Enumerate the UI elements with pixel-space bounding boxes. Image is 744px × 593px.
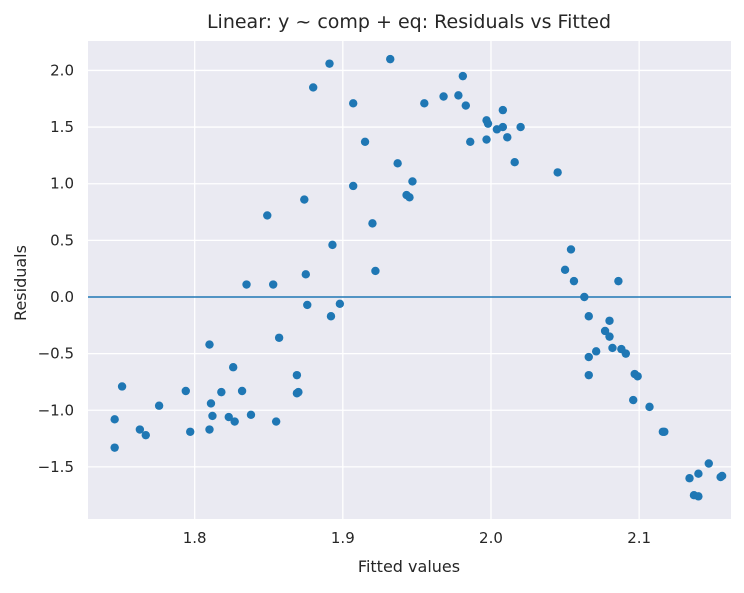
scatter-point	[660, 427, 669, 436]
scatter-point	[308, 83, 318, 92]
scatter-point	[591, 347, 601, 356]
scatter-point	[371, 266, 380, 276]
scatter-point	[386, 54, 395, 64]
scatter-point	[629, 395, 638, 405]
y-tick-label: 2.0	[50, 61, 74, 79]
scatter-point	[717, 471, 727, 481]
scatter-point	[294, 387, 303, 397]
scatter-point	[439, 92, 448, 101]
scatter-point	[117, 382, 127, 391]
chart-title: Linear: y ~ comp + eq: Residuals vs Fitt…	[207, 11, 611, 33]
scatter-point	[498, 105, 508, 115]
scatter-point	[560, 265, 570, 275]
scatter-point	[141, 430, 150, 440]
scatter-point	[110, 443, 119, 452]
scatter-point	[228, 363, 238, 372]
scatter-point	[405, 193, 414, 202]
scatter-point	[694, 492, 703, 501]
scatter-point	[208, 411, 217, 421]
scatter-point	[600, 326, 610, 336]
scatter-point	[237, 386, 247, 396]
y-tick-label: −0.5	[38, 345, 74, 363]
scatter-point	[224, 412, 233, 422]
scatter-point	[263, 211, 272, 220]
y-tick-label: −1.0	[38, 401, 74, 419]
scatter-point	[300, 195, 309, 204]
scatter-point	[335, 299, 345, 308]
scatter-point	[694, 469, 703, 478]
scatter-point	[246, 410, 256, 419]
scatter-point	[393, 159, 402, 168]
scatter-point	[420, 99, 429, 108]
x-tick-label: 1.8	[183, 529, 207, 547]
x-tick-label: 2.0	[479, 529, 503, 547]
scatter-point	[349, 99, 358, 108]
scatter-point	[301, 270, 310, 279]
scatter-point	[704, 459, 713, 468]
scatter-point	[186, 427, 195, 436]
scatter-point	[503, 133, 512, 142]
scatter-point	[498, 122, 508, 132]
scatter-point	[303, 300, 312, 310]
y-axis-title: Residuals	[11, 245, 30, 321]
scatter-point	[326, 312, 336, 321]
scatter-point	[605, 332, 614, 341]
scatter-point	[566, 245, 576, 254]
scatter-point	[584, 352, 593, 362]
scatter-point	[230, 417, 239, 426]
scatter-point	[368, 219, 377, 228]
scatter-point	[645, 402, 654, 412]
scatter-point	[154, 401, 164, 410]
y-tick-label: 0.0	[50, 288, 74, 306]
scatter-point	[516, 122, 525, 132]
scatter-point	[242, 280, 251, 289]
scatter-point	[292, 370, 302, 380]
scatter-point	[510, 157, 519, 167]
scatter-point	[621, 349, 631, 358]
scatter-point	[360, 137, 370, 147]
scatter-point	[110, 415, 119, 424]
scatter-point	[349, 181, 358, 191]
x-tick-label: 1.9	[331, 529, 355, 547]
scatter-point	[135, 425, 145, 434]
scatter-point	[466, 137, 475, 147]
scatter-point	[268, 280, 278, 289]
y-tick-label: 0.5	[50, 231, 74, 249]
scatter-point	[580, 292, 589, 302]
plot-background	[88, 41, 731, 519]
x-axis-title: Fitted values	[358, 557, 460, 576]
scatter-point	[461, 101, 470, 110]
scatter-point	[181, 386, 190, 396]
scatter-point	[458, 71, 468, 81]
scatter-point	[328, 240, 337, 250]
scatter-point	[408, 177, 417, 186]
y-tick-label: −1.5	[38, 458, 74, 476]
y-tick-label: 1.0	[50, 175, 74, 193]
scatter-point	[274, 333, 284, 342]
scatter-point	[608, 343, 617, 353]
scatter-point	[206, 399, 216, 408]
scatter-point	[205, 340, 214, 349]
scatter-point	[584, 312, 593, 321]
scatter-point	[614, 276, 623, 286]
scatter-point	[483, 119, 493, 128]
y-tick-label: 1.5	[50, 118, 74, 136]
scatter-point	[685, 474, 694, 483]
scatter-point	[569, 276, 579, 286]
scatter-point	[217, 387, 226, 397]
scatter-point	[584, 370, 593, 380]
scatter-point	[633, 372, 642, 381]
scatter-point	[271, 417, 281, 426]
scatter-point	[205, 425, 214, 434]
scatter-point	[482, 135, 491, 144]
x-tick-label: 2.1	[627, 529, 651, 547]
scatter-point	[454, 91, 463, 100]
plot-area: 1.8 1.9 2.0 2.1 2.0 1.5 1.0 0.5 0.0 −0.5 −1.0 −1.5	[38, 41, 731, 547]
scatter-point	[325, 59, 334, 68]
scatter-point	[553, 168, 562, 177]
scatter-point	[605, 316, 614, 325]
